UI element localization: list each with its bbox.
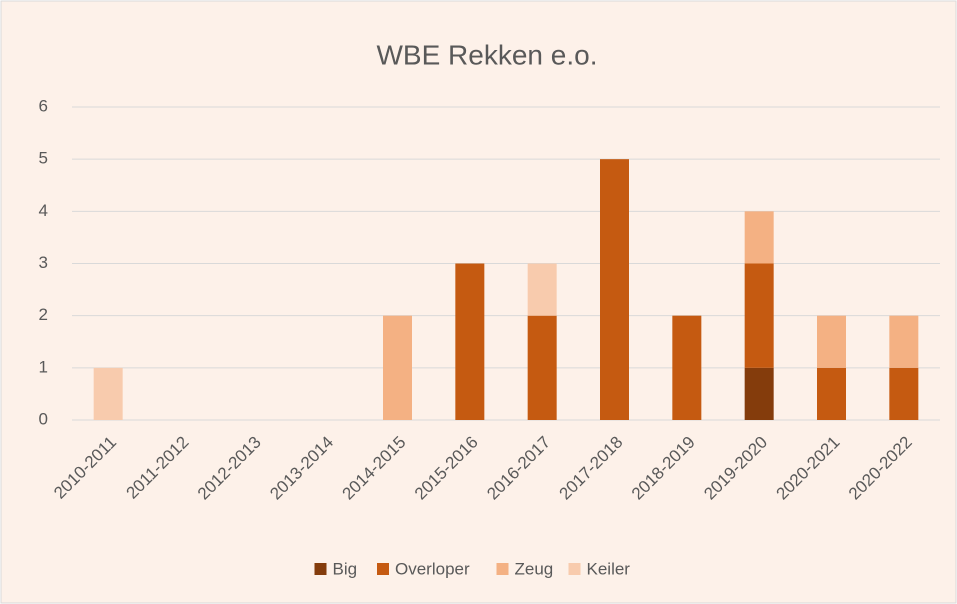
bar-segment (889, 315, 919, 368)
bar-segment (672, 315, 702, 420)
bar-segment (889, 367, 919, 420)
y-tick-label: 2 (39, 305, 48, 324)
bar-segment (455, 263, 485, 420)
chart-title: WBE Rekken e.o. (377, 39, 598, 70)
bar-segment (817, 315, 846, 368)
legend-swatch (377, 563, 389, 575)
legend-label: Big (333, 559, 358, 578)
bar-segment (93, 367, 123, 420)
y-tick-label: 6 (39, 96, 48, 115)
bar-segment (600, 159, 629, 420)
bar-segment (744, 211, 774, 264)
y-tick-label: 1 (39, 357, 48, 376)
legend-label: Zeug (515, 559, 554, 578)
bar-segment (744, 367, 774, 420)
legend-swatch (496, 563, 509, 575)
bar-segment (383, 315, 412, 420)
legend-label: Keiler (587, 559, 631, 578)
bar-segment (527, 263, 557, 316)
y-tick-label: 0 (39, 409, 48, 428)
bar-segment (744, 263, 774, 368)
legend-swatch (314, 563, 327, 575)
bar-segment (817, 367, 846, 420)
y-tick-label: 3 (39, 253, 48, 272)
legend-swatch (568, 563, 581, 575)
bar-segment (527, 315, 557, 420)
y-tick-label: 4 (39, 201, 48, 220)
y-tick-label: 5 (39, 149, 48, 168)
legend-label: Overloper (395, 559, 470, 578)
